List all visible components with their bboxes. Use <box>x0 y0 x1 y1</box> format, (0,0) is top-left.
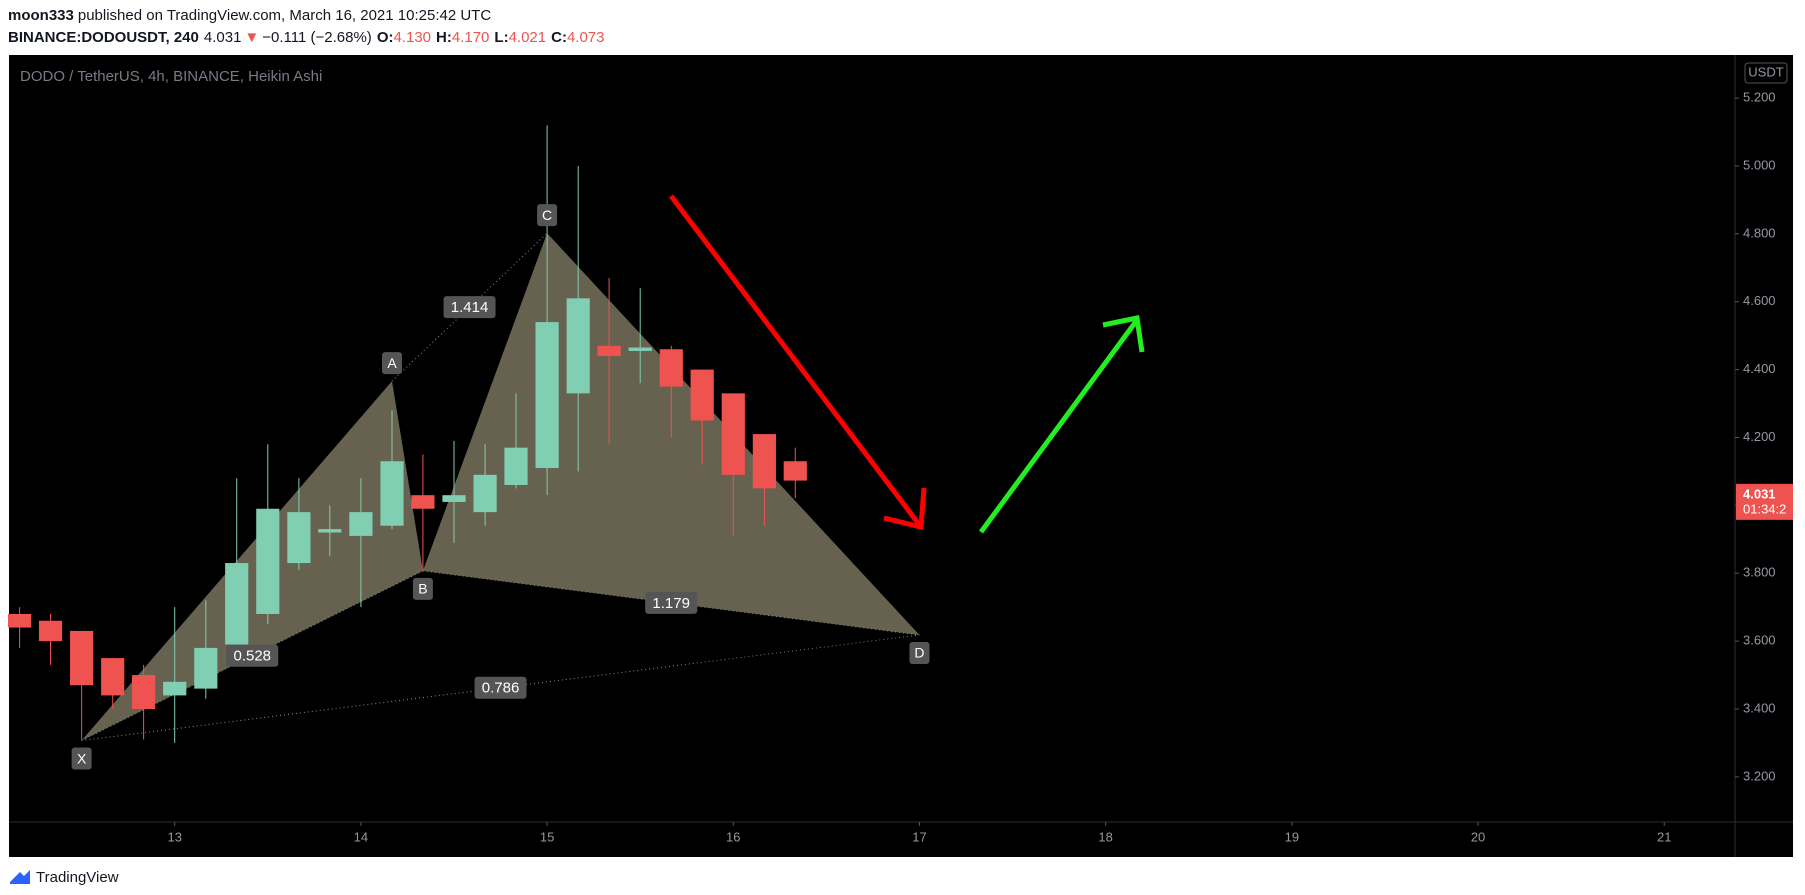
point-label: X <box>77 750 87 766</box>
logo-icon <box>10 870 30 884</box>
ratio-label: 0.528 <box>233 648 271 665</box>
candle-body <box>318 529 342 533</box>
chart-panel <box>9 55 1793 857</box>
countdown: 01:34:2 <box>1743 501 1786 516</box>
x-tick-label: 19 <box>1285 829 1299 844</box>
point-label: C <box>542 207 552 223</box>
x-tick-label: 21 <box>1657 829 1671 844</box>
candle-body <box>256 508 280 614</box>
candle-body <box>721 393 745 475</box>
x-tick-label: 17 <box>912 829 926 844</box>
candle-body <box>8 613 32 628</box>
candle-body <box>225 563 249 645</box>
ratio-label: 1.179 <box>652 595 690 612</box>
candle-body <box>194 647 218 689</box>
ohlc-value: 4.130 <box>393 29 431 46</box>
unit-box <box>1744 62 1788 84</box>
ratio-label: 1.414 <box>451 299 489 316</box>
footer: TradingView <box>36 869 119 886</box>
x-tick-label: 13 <box>167 829 181 844</box>
chart-title: DODO / TetherUS, 4h, BINANCE, Heikin Ash… <box>20 68 322 85</box>
point-box <box>412 577 433 600</box>
y-tick-label: 3.200 <box>1743 768 1776 783</box>
y-unit: USDT <box>1748 64 1783 79</box>
ratio-box <box>645 591 698 614</box>
x-tick-label: 16 <box>726 829 740 844</box>
candle-body <box>566 298 590 394</box>
point-label: A <box>387 355 397 371</box>
candle-body <box>442 495 466 502</box>
drawings <box>669 194 1145 534</box>
ratio-box <box>443 296 496 319</box>
y-tick-label: 4.600 <box>1743 293 1776 308</box>
ohlc-key: C: <box>551 29 567 46</box>
candle-body <box>690 369 714 421</box>
candle-body <box>101 658 125 696</box>
point-box <box>71 747 92 770</box>
ratio-box <box>226 644 279 667</box>
y-tick-label: 4.200 <box>1743 429 1776 444</box>
published: published on TradingView.com, March 16, … <box>78 7 491 24</box>
ratio-line <box>81 634 920 742</box>
candle-body <box>473 474 497 513</box>
candle-body <box>504 447 528 485</box>
x-tick-label: 15 <box>540 829 554 844</box>
footer-logo <box>10 870 30 884</box>
x-tick-label: 18 <box>1098 829 1112 844</box>
up-arrow-head <box>1102 315 1145 353</box>
pattern-fill <box>81 381 423 741</box>
x-tick-label: 20 <box>1471 829 1485 844</box>
y-tick-label: 3.400 <box>1743 700 1776 715</box>
ratio-box <box>474 676 527 699</box>
y-tick-label: 4.800 <box>1743 225 1776 240</box>
x-tick-label: 14 <box>354 829 368 844</box>
down-arrow-head <box>883 487 927 531</box>
down-arrow <box>669 194 923 529</box>
candle-body <box>783 461 807 481</box>
y-tick-label: 4.400 <box>1743 361 1776 376</box>
candle-body <box>659 349 683 387</box>
candle-body <box>380 461 404 526</box>
up-arrow <box>978 318 1140 534</box>
ohlc-value: 4.073 <box>567 29 605 46</box>
ohlc-key: O: <box>377 29 394 46</box>
y-tick-label: 3.600 <box>1743 633 1776 648</box>
candle-body <box>411 495 435 509</box>
candle-body <box>535 322 559 469</box>
symbol: BINANCE:DODOUSDT, 240 <box>8 29 199 46</box>
ohlc-key: L: <box>494 29 508 46</box>
ohlc-value: 4.021 <box>509 29 547 46</box>
ohlc-key: H: <box>436 29 452 46</box>
publish-line: moon333 published on TradingView.com, Mar… <box>8 7 491 24</box>
candle-body <box>349 512 373 536</box>
point-box <box>537 204 558 227</box>
point-box <box>381 352 402 375</box>
candle-body <box>132 675 156 709</box>
point-box <box>909 642 930 665</box>
candle-body <box>38 620 63 642</box>
point-label: B <box>418 581 427 597</box>
last: 4.031 <box>204 29 242 46</box>
point-label: D <box>914 645 924 661</box>
candle-body <box>287 512 311 564</box>
candle-body <box>597 345 621 357</box>
y-tick-label: 5.000 <box>1743 157 1776 172</box>
quote-line: BINANCE:DODOUSDT, 240 4.031 ▼ −0.111 (−2.68… <box>8 29 605 46</box>
last-price: 4.031 <box>1743 486 1776 501</box>
ratio-label: 0.786 <box>482 680 520 697</box>
candle-body <box>163 681 187 696</box>
arrow: ▼ <box>244 29 259 46</box>
candle-body <box>752 434 776 489</box>
candle-body <box>70 630 94 686</box>
candle-body <box>628 347 652 351</box>
change: −0.111 (−2.68%) <box>262 29 372 46</box>
author: moon333 <box>8 7 74 24</box>
y-tick-label: 5.200 <box>1743 90 1776 105</box>
last-price-box <box>1736 483 1793 520</box>
y-tick-label: 3.800 <box>1743 565 1776 580</box>
ohlc-value: 4.170 <box>452 29 490 46</box>
